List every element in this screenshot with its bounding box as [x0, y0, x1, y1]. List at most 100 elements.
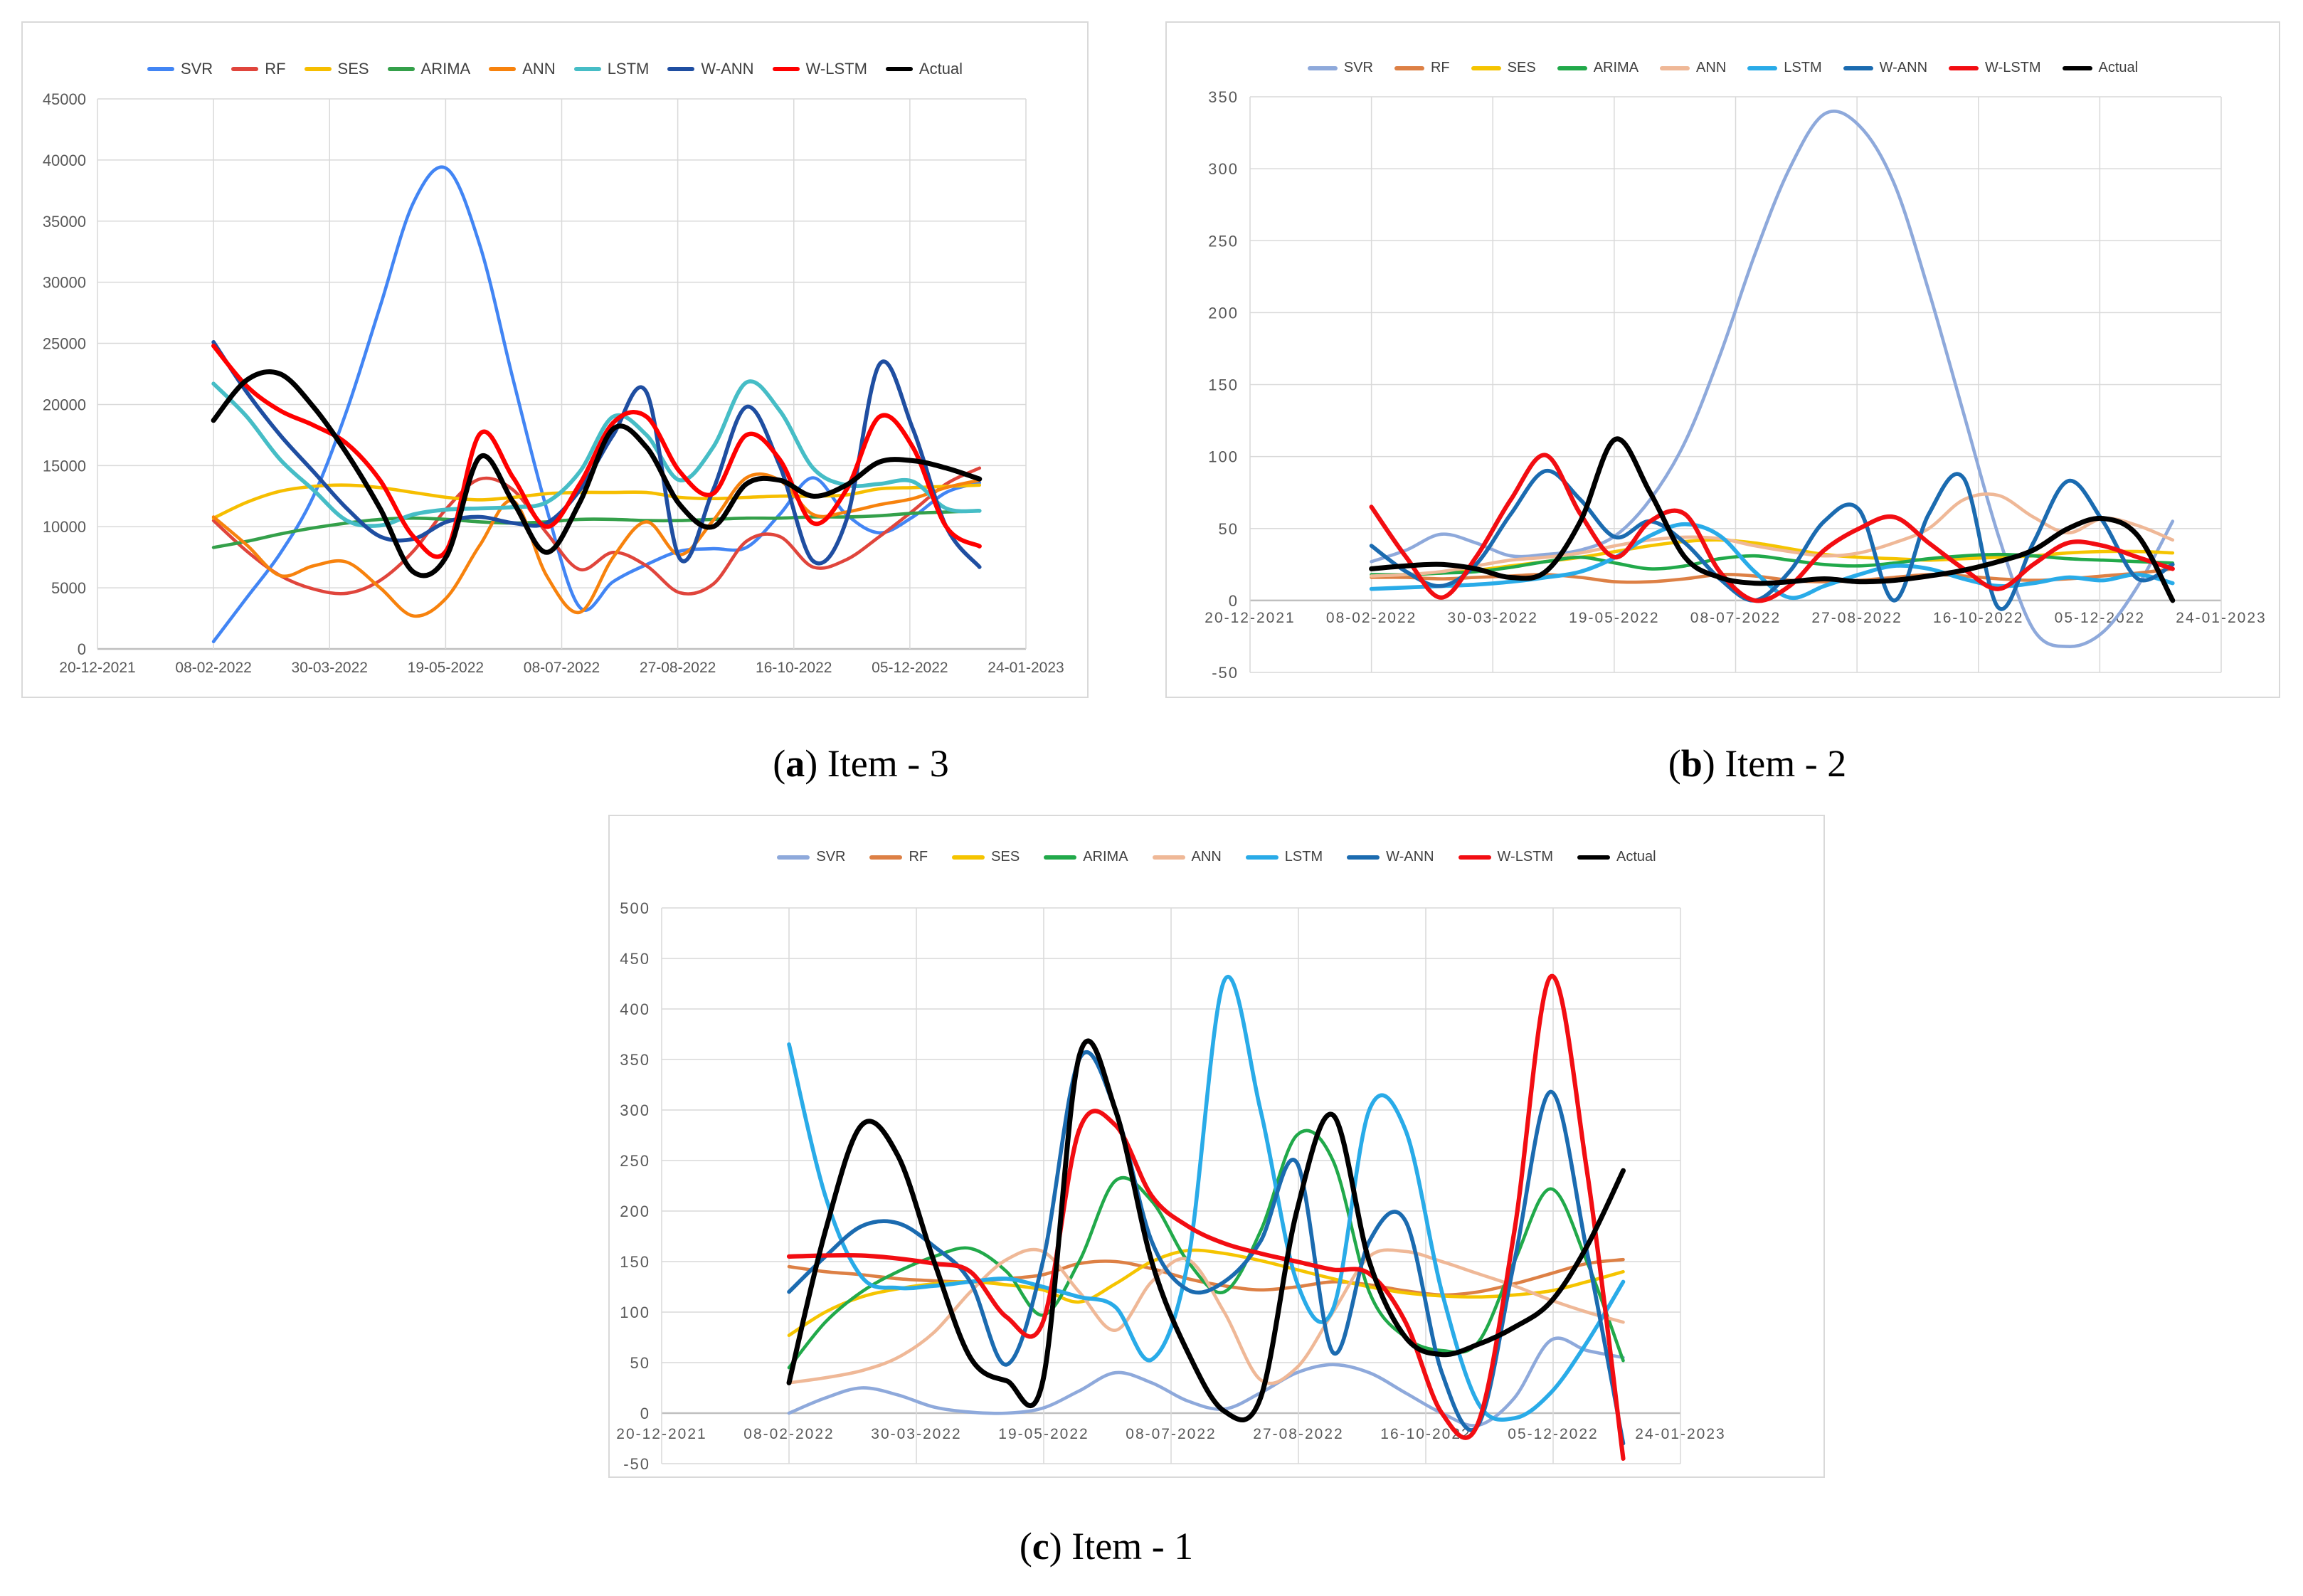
legend-item-Actual: Actual	[2062, 60, 2138, 76]
chart-canvas-a: 0 5000 10000 15000 20000 25000 30000 35000 40000…	[43, 90, 1064, 676]
legend-item-Actual: Actual	[885, 60, 963, 78]
legend-color-chip-SVR	[777, 855, 810, 860]
y-tick-label: -50	[1212, 664, 1239, 682]
legend-item-RF: RF	[1394, 60, 1450, 76]
x-tick-label: 19-05-2022	[998, 1426, 1089, 1442]
series-line-Actual	[1369, 436, 2176, 603]
legend-label-LSTM: LSTM	[1284, 849, 1323, 865]
legend-label-W-ANN: W-ANN	[1879, 60, 1928, 75]
legend-b: SVR RF SES ARIMA ANN LSTM W-ANN W-LSTM Actual	[1167, 60, 2279, 76]
legend-label-SES: SES	[337, 60, 369, 78]
caption-b: (b) Item - 2	[1473, 741, 2042, 786]
legend-item-W-ANN: W-ANN	[1843, 60, 1927, 76]
caption-a: (a) Item - 3	[576, 741, 1145, 786]
series-line-LSTM	[1369, 522, 2175, 601]
legend-color-chip-W-ANN	[667, 67, 695, 71]
y-tick-label: 450	[620, 950, 650, 968]
series-line-ARIMA	[1370, 552, 2175, 576]
series-line-W-ANN	[211, 340, 982, 569]
legend-color-chip-ANN	[1152, 855, 1185, 860]
legend-color-chip-ARIMA	[387, 67, 415, 71]
legend-item-LSTM: LSTM	[1747, 60, 1822, 76]
legend-c: SVR RF SES ARIMA ANN LSTM W-ANN W-LSTM Actual	[610, 849, 1823, 865]
x-tick-label: 20-12-2021	[59, 660, 135, 676]
x-tick-label: 27-08-2022	[1811, 610, 1902, 626]
y-tick-label: 25000	[43, 335, 86, 353]
legend-color-chip-ANN	[1660, 65, 1690, 70]
y-tick-label: 30000	[43, 274, 86, 292]
y-tick-label: 50	[1219, 520, 1239, 538]
legend-color-chip-W-LSTM	[772, 67, 800, 71]
gridlines-c: -50 0 50 100 150 200 250 300 350 400 450 500 20-12-2…	[616, 899, 1725, 1473]
y-tick-label: 50	[630, 1354, 650, 1372]
x-tick-label: 24-01-2023	[1635, 1426, 1725, 1442]
y-tick-label: -50	[623, 1455, 650, 1473]
x-tick-label: 16-10-2022	[1933, 610, 2023, 626]
legend-label-RF: RF	[1430, 60, 1450, 75]
legend-label-W-ANN: W-ANN	[701, 60, 754, 78]
caption-c-text: ) Item - 1	[1049, 1525, 1194, 1568]
y-tick-label: 20000	[43, 396, 86, 413]
y-tick-label: 300	[1208, 160, 1239, 178]
y-tick-label: 300	[620, 1101, 650, 1119]
legend-label-SES: SES	[1507, 60, 1536, 75]
y-tick-label: 0	[1229, 592, 1239, 610]
legend-item-Actual: Actual	[1577, 849, 1656, 865]
series-line-Actual	[786, 1038, 1626, 1422]
series-line-SVR	[1370, 109, 2175, 648]
legend-item-LSTM: LSTM	[1245, 849, 1323, 865]
legend-color-chip-SES	[304, 67, 332, 71]
legend-label-RF: RF	[265, 60, 286, 78]
legend-a: SVR RF SES ARIMA ANN LSTM W-ANN W-LSTM Actual	[23, 60, 1087, 78]
y-tick-label: 350	[1208, 88, 1239, 106]
y-tick-label: 35000	[43, 213, 86, 231]
x-tick-label: 27-08-2022	[1253, 1426, 1343, 1442]
y-tick-label: 350	[620, 1051, 650, 1069]
y-tick-label: 40000	[43, 152, 86, 169]
y-tick-label: 250	[620, 1152, 650, 1170]
legend-color-chip-W-LSTM	[1458, 855, 1491, 860]
legend-label-ANN: ANN	[1696, 60, 1727, 75]
legend-label-W-LSTM: W-LSTM	[1497, 849, 1554, 865]
x-tick-label: 19-05-2022	[1569, 610, 1659, 626]
x-tick-label: 05-12-2022	[2055, 610, 2145, 626]
legend-color-chip-W-LSTM	[1949, 65, 1979, 70]
legend-color-chip-LSTM	[573, 67, 601, 71]
series-line-SES	[211, 483, 982, 520]
legend-color-chip-SVR	[1307, 65, 1338, 70]
x-tick-label: 08-02-2022	[743, 1426, 834, 1442]
legend-item-ARIMA: ARIMA	[387, 60, 470, 78]
x-tick-label: 05-12-2022	[872, 660, 948, 676]
caption-b-letter: b	[1680, 742, 1703, 785]
x-tick-label: 30-03-2022	[871, 1426, 961, 1442]
chart-canvas-b: -50 0 50 100 150 200 250 300 350 20-12-2021 08-02-…	[1205, 88, 2265, 682]
y-tick-label: 10000	[43, 518, 86, 536]
legend-color-chip-Actual	[2062, 65, 2092, 70]
caption-c-open: (	[1019, 1525, 1032, 1568]
legend-item-W-LSTM: W-LSTM	[772, 60, 867, 78]
legend-label-RF: RF	[909, 849, 928, 865]
caption-b-text: ) Item - 2	[1702, 742, 1847, 785]
x-tick-label: 08-02-2022	[1326, 610, 1417, 626]
legend-color-chip-ARIMA	[1557, 65, 1587, 70]
legend-label-Actual: Actual	[918, 60, 963, 78]
legend-item-W-ANN: W-ANN	[1347, 849, 1434, 865]
y-tick-label: 400	[620, 1000, 650, 1018]
legend-item-W-ANN: W-ANN	[667, 60, 754, 78]
legend-item-SVR: SVR	[777, 849, 845, 865]
legend-label-W-ANN: W-ANN	[1386, 849, 1434, 865]
y-tick-label: 150	[1208, 376, 1239, 394]
legend-item-SVR: SVR	[1307, 60, 1373, 76]
legend-item-W-LSTM: W-LSTM	[1458, 849, 1554, 865]
caption-a-letter: a	[785, 742, 805, 785]
x-tick-label: 16-10-2022	[1380, 1426, 1471, 1442]
legend-label-SVR: SVR	[1343, 60, 1373, 75]
legend-color-chip-SES	[952, 855, 985, 860]
y-tick-label: 45000	[43, 90, 86, 108]
y-tick-label: 500	[620, 899, 650, 917]
x-tick-label: 20-12-2021	[1205, 610, 1295, 626]
x-tick-label: 08-07-2022	[1126, 1426, 1216, 1442]
chart-panel-c: SVR RF SES ARIMA ANN LSTM W-ANN W-LSTM Actual -5…	[608, 815, 1825, 1478]
legend-color-chip-Actual	[1577, 855, 1611, 860]
y-tick-label: 250	[1208, 232, 1239, 250]
